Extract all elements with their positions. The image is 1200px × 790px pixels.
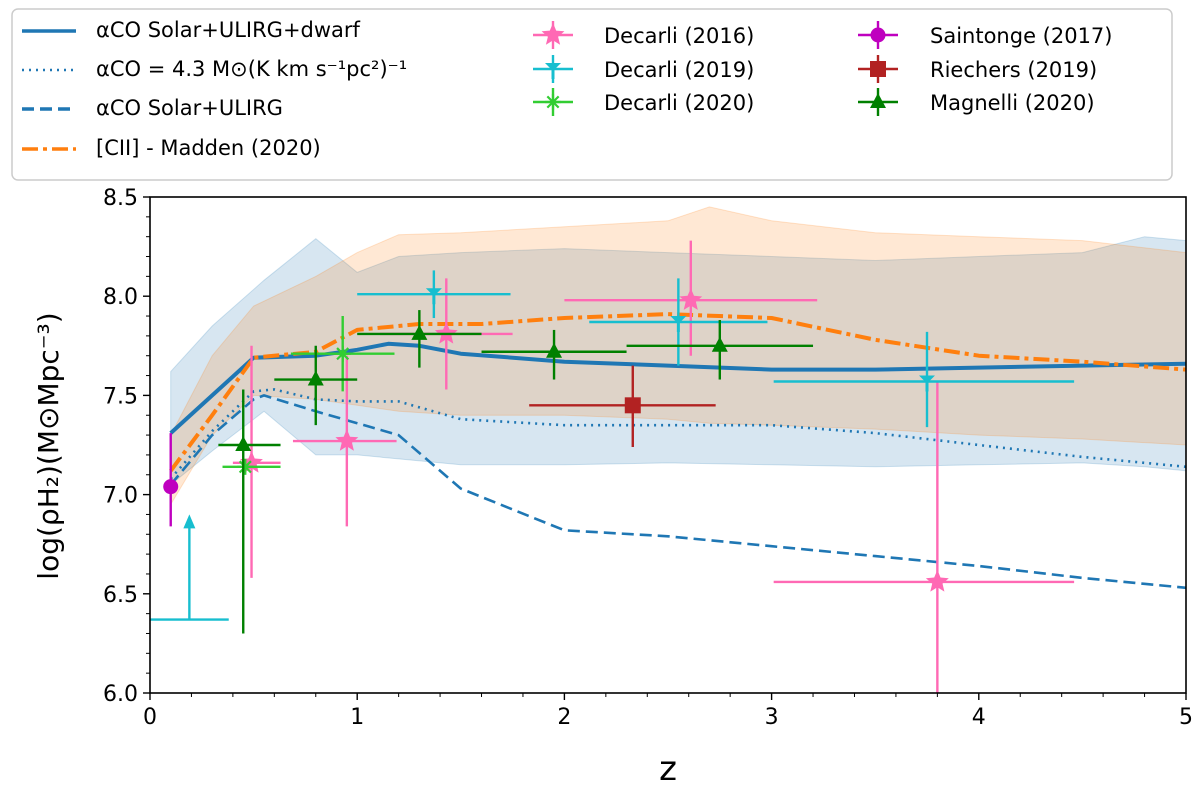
legend-entry: αCO Solar+ULIRG+dwarf (22, 18, 361, 42)
legend-marker (545, 94, 561, 110)
legend-label: Decarli (2019) (604, 58, 754, 82)
data-point (679, 288, 703, 310)
points-layer (150, 240, 1075, 693)
data-point (334, 345, 351, 362)
data-point (546, 342, 563, 358)
obs-group-3 (163, 433, 179, 527)
data-point (237, 458, 254, 475)
data-point (711, 336, 728, 352)
obs-group-5 (218, 310, 814, 634)
legend-label: Saintonge (2017) (930, 24, 1113, 48)
legend-marker (541, 23, 565, 45)
legend-entry: Riechers (2019) (858, 55, 1097, 83)
legend: αCO Solar+ULIRG+dwarf αCO = 4.3 M⊙(K km s… (11, 8, 1173, 181)
y-tick-label: 8.5 (103, 186, 138, 211)
lower-limit-arrow (150, 514, 229, 621)
legend-marker (545, 63, 561, 79)
legend-entry: Decarli (2016) (533, 21, 754, 49)
legend-label: Magnelli (2020) (930, 91, 1095, 115)
data-point (925, 569, 949, 592)
legend-entry: [CII] - Madden (2020) (22, 136, 321, 160)
x-tick-label: 5 (1179, 705, 1193, 730)
obs-group-1 (357, 270, 1075, 428)
legend-label: αCO = 4.3 M⊙(K km s⁻¹pc²)⁻¹ (96, 57, 407, 81)
axes-layer: 0 1 2 3 4 5 6.0 6.5 7.0 7.5 8.0 8.5 (103, 186, 1193, 730)
x-tick-label: 0 (143, 705, 157, 730)
legend-marker (870, 93, 886, 108)
x-tick-label: 1 (350, 705, 364, 730)
legend-entry: Decarli (2020) (533, 88, 754, 116)
series-line-1 (169, 388, 1187, 480)
legend-marker (870, 61, 886, 77)
y-tick-label: 6.5 (103, 583, 138, 608)
lines-layer (169, 312, 1187, 590)
x-tick-label: 3 (765, 705, 779, 730)
data-point (624, 397, 641, 414)
legend-label: Riechers (2019) (930, 58, 1097, 82)
legend-marker (870, 27, 886, 43)
legend-label: Decarli (2020) (604, 91, 754, 115)
legend-label: Decarli (2016) (604, 24, 754, 48)
data-point (235, 436, 252, 451)
data-point (307, 370, 324, 386)
data-point (335, 429, 359, 451)
legend-entry: αCO Solar+ULIRG (22, 96, 283, 120)
legend-frame (11, 8, 1173, 181)
series-line-2 (169, 394, 1187, 590)
legend-entry: αCO = 4.3 M⊙(K km s⁻¹pc²)⁻¹ (22, 57, 407, 81)
legend-label: [CII] - Madden (2020) (96, 136, 321, 160)
y-tick-label: 7.0 (103, 484, 138, 509)
legend-entry: Saintonge (2017) (858, 21, 1113, 49)
x-axis-label: z (659, 749, 677, 789)
data-point (919, 375, 935, 392)
data-point (411, 324, 428, 340)
obs-group-2 (222, 316, 395, 475)
plot-frame (149, 196, 1187, 694)
y-tick-label: 6.0 (103, 682, 138, 707)
legend-entry: Decarli (2019) (533, 55, 754, 83)
legend-items: αCO Solar+ULIRG+dwarf αCO = 4.3 M⊙(K km s… (22, 18, 1113, 160)
y-tick-label: 7.5 (103, 384, 138, 409)
y-axis-label: log(ρH₂)(M⊙Mpc⁻³) (32, 312, 65, 579)
data-point (163, 479, 179, 495)
error-bar (773, 381, 1075, 693)
x-tick-label: 4 (972, 705, 986, 730)
error-bar (218, 389, 281, 634)
data-point (670, 315, 687, 332)
y-tick-label: 8.0 (103, 285, 138, 310)
legend-label: αCO Solar+ULIRG+dwarf (96, 18, 361, 42)
data-point (425, 288, 442, 305)
legend-label: αCO Solar+ULIRG (96, 96, 283, 120)
obs-group-4 (529, 365, 716, 447)
series-line-3 (169, 312, 1187, 472)
x-tick-label: 2 (557, 705, 571, 730)
legend-entry: Magnelli (2020) (858, 88, 1095, 116)
